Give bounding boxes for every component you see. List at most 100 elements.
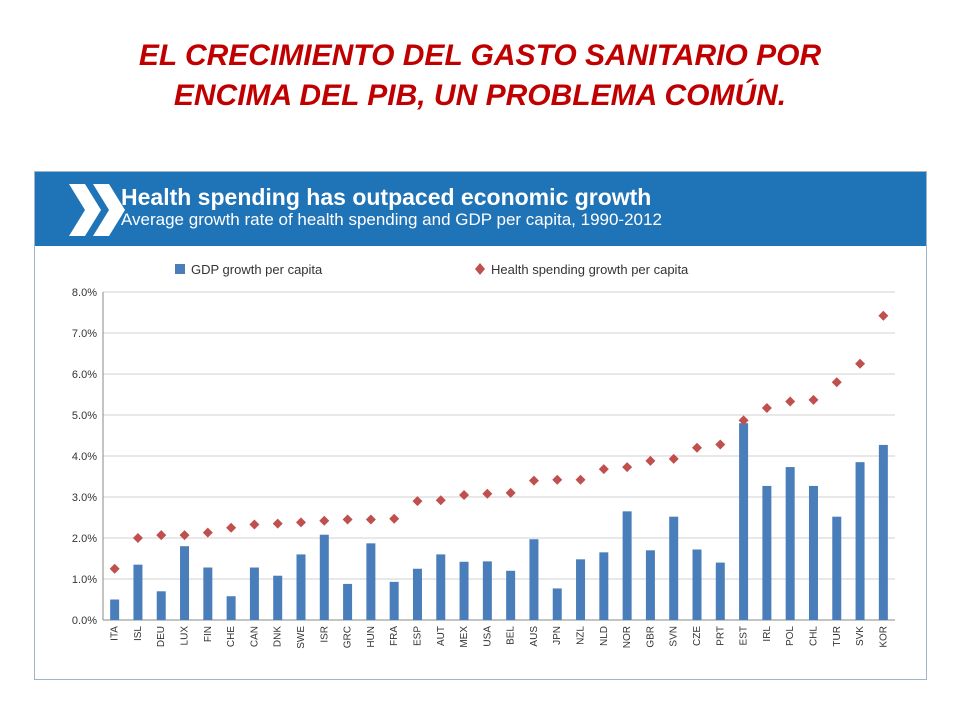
x-tick-label: ESP: [412, 626, 423, 646]
y-tick-label: 7.0%: [72, 328, 97, 340]
x-tick-label: CZE: [692, 626, 703, 646]
bar-aut: [436, 554, 446, 620]
x-tick-label: NOR: [622, 626, 633, 648]
x-tick-label: SVN: [669, 626, 680, 647]
y-tick-label: 3.0%: [72, 492, 97, 504]
legend-label-gdp: GDP growth per capita: [191, 262, 323, 277]
bar-fin: [203, 567, 213, 620]
bar-isr: [319, 534, 329, 620]
x-tick-label: JPN: [552, 626, 563, 645]
marker-bel: [505, 487, 516, 498]
bar-jpn: [552, 588, 562, 620]
chart-svg: GDP growth per capita Health spending gr…: [72, 262, 895, 649]
y-tick-label: 2.0%: [72, 533, 97, 545]
grid-layer: [102, 291, 895, 621]
bar-cze: [692, 549, 702, 620]
x-tick-label: AUT: [436, 626, 447, 646]
marker-aus: [528, 475, 539, 486]
x-tick-label: SWE: [296, 626, 307, 649]
bar-che: [226, 596, 236, 620]
marker-can: [249, 519, 260, 530]
x-axis-categories: ITA ISL DEU LUX FIN CHE CAN DNK SWE ISR GRC HUN FRA E…: [110, 626, 890, 649]
marker-kor: [878, 310, 889, 321]
chart-title: Health spending has outpaced economic gr…: [121, 184, 652, 210]
y-tick-label: 6.0%: [72, 369, 97, 381]
x-tick-label: TUR: [832, 626, 843, 647]
chart-banner: Health spending has outpaced economic gr…: [35, 172, 926, 246]
chart-legend: GDP growth per capita Health spending gr…: [175, 262, 689, 277]
x-tick-label: NLD: [599, 626, 610, 646]
bar-irl: [762, 485, 772, 620]
marker-cze: [692, 442, 702, 453]
marker-ita: [109, 563, 120, 574]
x-tick-label: MEX: [459, 626, 470, 648]
x-tick-label: POL: [785, 626, 796, 646]
bar-gbr: [645, 550, 655, 620]
marker-hun: [365, 514, 376, 525]
y-tick-label: 8.0%: [72, 287, 97, 299]
bar-est: [739, 423, 749, 620]
bar-dnk: [273, 575, 283, 620]
marker-irl: [761, 403, 772, 414]
marker-prt: [715, 439, 726, 450]
marker-isr: [319, 515, 330, 526]
bar-ita: [110, 599, 120, 620]
bar-usa: [482, 561, 492, 620]
bar-isl: [133, 564, 143, 620]
legend-diamond-swatch: [475, 263, 485, 275]
marker-mex: [459, 489, 470, 500]
marker-gbr: [645, 455, 656, 466]
y-tick-label: 4.0%: [72, 451, 97, 463]
x-tick-label: GRC: [343, 626, 354, 648]
x-tick-label: BEL: [506, 626, 517, 645]
marker-che: [226, 522, 237, 533]
marker-est: [738, 415, 749, 426]
bar-swe: [296, 554, 306, 620]
bar-esp: [412, 568, 422, 620]
marker-swe: [296, 517, 306, 528]
bar-series: [110, 423, 888, 620]
marker-nor: [622, 462, 633, 473]
bar-prt: [715, 562, 725, 620]
slide-title-line-2: ENCIMA DEL PIB, UN PROBLEMA COMÚN.: [173, 79, 787, 112]
legend-bar-swatch: [175, 264, 185, 274]
x-tick-label: HUN: [366, 626, 377, 648]
marker-aut: [435, 495, 446, 506]
x-tick-label: NZL: [576, 626, 587, 645]
x-tick-label: FIN: [203, 626, 214, 642]
marker-fin: [202, 527, 213, 538]
bar-can: [249, 567, 259, 620]
x-tick-label: ISL: [133, 626, 144, 641]
x-tick-label: ISR: [319, 626, 330, 643]
bar-nzl: [576, 559, 586, 620]
oecd-chevron-icon: [69, 184, 125, 236]
y-tick-label: 5.0%: [72, 410, 97, 422]
x-tick-label: GBR: [645, 626, 656, 648]
y-axis-ticks: 0.0% 1.0% 2.0% 3.0% 4.0% 5.0% 6.0% 7.0% 8.0%: [72, 287, 97, 627]
marker-pol: [785, 396, 796, 407]
marker-svk: [855, 358, 866, 369]
bar-tur: [832, 516, 842, 620]
bar-lux: [180, 546, 190, 620]
bar-fra: [389, 581, 399, 620]
marker-dnk: [272, 518, 283, 529]
marker-fra: [389, 513, 400, 524]
chart-subtitle: Average growth rate of health spending a…: [121, 210, 662, 229]
marker-deu: [156, 530, 167, 541]
x-tick-label: PRT: [715, 626, 726, 646]
slide-title: EL CRECIMIENTO DEL GASTO SANITARIO POR E…: [0, 36, 960, 116]
marker-isl: [132, 533, 143, 543]
marker-jpn: [552, 474, 563, 485]
marker-usa: [482, 488, 493, 499]
bar-mex: [459, 561, 469, 620]
bar-pol: [785, 467, 795, 620]
bar-svk: [855, 462, 865, 620]
bar-nor: [622, 511, 632, 620]
bar-aus: [529, 539, 539, 620]
marker-series: [109, 310, 889, 574]
marker-esp: [412, 496, 423, 507]
x-tick-label: CHE: [226, 626, 237, 647]
bar-nld: [599, 552, 609, 620]
y-tick-label: 1.0%: [72, 574, 97, 586]
chart-panel: Health spending has outpaced economic gr…: [34, 171, 927, 680]
